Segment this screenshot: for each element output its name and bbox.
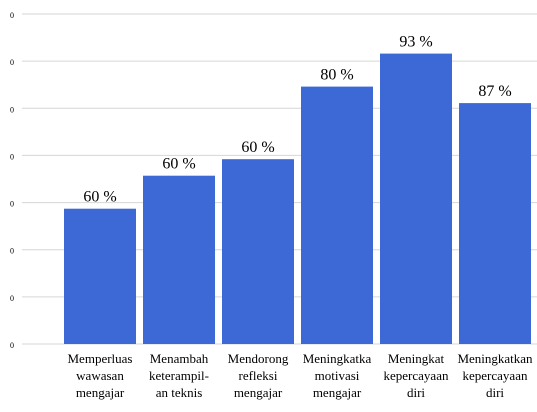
bar-value-label: 60 % [162,156,195,173]
data-labels: 60 % 60 % 60 % 80 % 93 % 87 % [83,34,511,206]
bar-value-label: 80 % [320,67,353,84]
category-labels: Memperluas wawasan mengajar Menambah keteram… [68,351,534,400]
category-label: Memperluas [68,351,133,366]
category-label: diri [486,385,504,400]
bar-value-label: 93 % [399,34,432,51]
category-label: mengajar [76,385,125,400]
category-label: wawasan [76,368,124,383]
bar [301,86,373,344]
y-tick-label: 0 [10,247,14,256]
category-label: mengajar [234,385,283,400]
bars [64,53,531,344]
y-tick-label: 0 [10,105,14,114]
y-tick-label: 0 [10,200,14,209]
bar [459,103,531,344]
category-label: an teknis [156,385,203,400]
category-label: refleksi [239,368,278,383]
bar-value-label: 60 % [83,189,116,206]
bar-value-label: 60 % [241,139,274,156]
bar [380,53,452,344]
category-label: Mendorong [228,351,289,366]
category-label: Meningkatka [303,351,372,366]
category-label: diri [407,385,425,400]
bar [222,159,294,344]
y-tick-label: 0 [10,294,14,303]
y-tick-label: 0 [10,11,14,20]
y-tick-label: 0 [10,152,14,161]
bar [64,208,136,344]
category-label: motivasi [315,368,360,383]
category-label: Meningkatkan [457,351,533,366]
category-label: Menambah [150,351,209,366]
category-label: keterampil- [149,368,209,383]
category-label: kepercayaan [463,368,528,383]
y-tick-label: 0 [10,58,14,67]
bar [143,175,215,344]
y-axis-ticks: 0 0 0 0 0 0 0 0 [10,11,14,350]
category-label: kepercayaan [384,368,449,383]
category-label: mengajar [313,385,362,400]
bar-value-label: 87 % [478,83,511,100]
category-label: Meningkat [388,351,445,366]
y-tick-label: 0 [10,341,14,350]
